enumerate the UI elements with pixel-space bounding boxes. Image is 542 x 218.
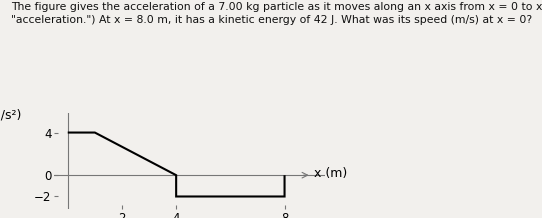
Y-axis label: a (m/s²): a (m/s²) [0,109,22,122]
Text: The figure gives the acceleration of a 7.00 kg particle as it moves along an x a: The figure gives the acceleration of a 7… [11,2,542,25]
Text: x (m): x (m) [314,167,347,181]
